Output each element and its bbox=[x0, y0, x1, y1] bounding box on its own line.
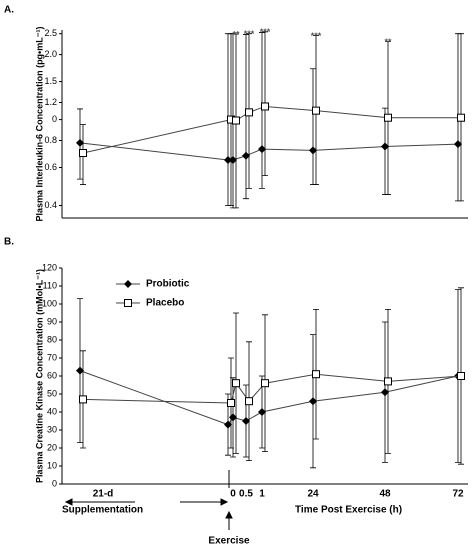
point bbox=[309, 146, 317, 155]
y-tick-label: 20 bbox=[47, 442, 57, 452]
y-tick-label: 1.2 bbox=[44, 97, 57, 107]
y-tick-label: 120 bbox=[42, 262, 57, 272]
error-bar bbox=[310, 68, 316, 185]
point bbox=[454, 140, 462, 149]
point bbox=[309, 397, 317, 406]
point bbox=[79, 395, 87, 404]
point bbox=[312, 370, 320, 379]
point bbox=[312, 106, 320, 115]
point bbox=[245, 397, 253, 406]
y-tick-label: 60 bbox=[47, 370, 57, 380]
x-tick-label: 1 bbox=[259, 489, 265, 500]
y-tick-label: 2.5 bbox=[44, 28, 57, 38]
point bbox=[261, 102, 269, 111]
significance: *** bbox=[244, 29, 255, 39]
point bbox=[224, 155, 232, 164]
legend-marker bbox=[124, 299, 132, 307]
y-tick-label: 10 bbox=[47, 460, 57, 470]
y-tick-label: 30 bbox=[47, 424, 57, 434]
y-axis-label: Plasma Interleukin-6 Concentration (pg•m… bbox=[34, 27, 44, 222]
significance: ** bbox=[384, 37, 392, 47]
y-tick-label: 50 bbox=[47, 388, 57, 398]
point bbox=[381, 142, 389, 151]
legend-label: Placebo bbox=[146, 298, 184, 309]
point bbox=[224, 420, 232, 429]
x-tick-label: 48 bbox=[379, 489, 391, 500]
annotation: Supplementation bbox=[62, 505, 143, 516]
x-tick-label: 24 bbox=[307, 489, 319, 500]
point bbox=[242, 151, 250, 160]
point bbox=[457, 372, 465, 380]
point bbox=[242, 417, 250, 425]
annotation: Exercise bbox=[208, 536, 250, 547]
point bbox=[79, 149, 87, 158]
y-tick-label: 0.8 bbox=[44, 135, 57, 145]
point bbox=[232, 379, 240, 388]
y-tick-label: 0.6 bbox=[44, 162, 57, 172]
significance: *** bbox=[260, 27, 271, 37]
series-line bbox=[79, 142, 459, 161]
arrows bbox=[64, 470, 233, 530]
y-tick-label: 0 bbox=[52, 114, 57, 124]
point bbox=[384, 113, 392, 122]
x-axis-label: Time Post Exercise (h) bbox=[295, 505, 402, 516]
point bbox=[76, 138, 84, 147]
panel-label: A. bbox=[4, 5, 14, 16]
y-tick-label: 80 bbox=[47, 334, 57, 344]
y-tick-label: 1.5 bbox=[44, 76, 57, 86]
legend-label: Probiotic bbox=[146, 279, 190, 290]
point bbox=[76, 366, 84, 375]
x-tick-label: 0.5 bbox=[239, 489, 253, 500]
point bbox=[232, 116, 240, 125]
point bbox=[457, 113, 465, 122]
y-tick-label: 70 bbox=[47, 352, 57, 362]
y-tick-label: 90 bbox=[47, 316, 57, 326]
point bbox=[227, 399, 235, 407]
point bbox=[258, 408, 266, 416]
significance: ** bbox=[232, 29, 240, 39]
x-tick-label: 72 bbox=[452, 489, 464, 500]
point bbox=[258, 145, 266, 154]
y-tick-label: 0.4 bbox=[44, 200, 57, 210]
significance: *** bbox=[311, 31, 322, 41]
point bbox=[384, 377, 392, 386]
y-tick-label: 40 bbox=[47, 406, 57, 416]
y-axis-label: Plasma Creatine Kinase Concentration (mM… bbox=[34, 269, 44, 483]
series-line bbox=[79, 370, 459, 426]
point bbox=[245, 108, 253, 117]
y-tick-label: 100 bbox=[42, 298, 57, 308]
panel-label: B. bbox=[4, 237, 14, 248]
legend-marker bbox=[124, 280, 132, 288]
point bbox=[261, 379, 269, 388]
y-tick-label: 2.0 bbox=[44, 49, 57, 59]
error-bar bbox=[243, 34, 249, 200]
x-tick-label: 0 bbox=[230, 489, 236, 500]
annotation: 21-d bbox=[93, 489, 114, 500]
y-tick-label: 0 bbox=[52, 478, 57, 488]
point bbox=[381, 388, 389, 397]
y-tick-label: 110 bbox=[43, 280, 57, 290]
series-line bbox=[82, 373, 462, 404]
